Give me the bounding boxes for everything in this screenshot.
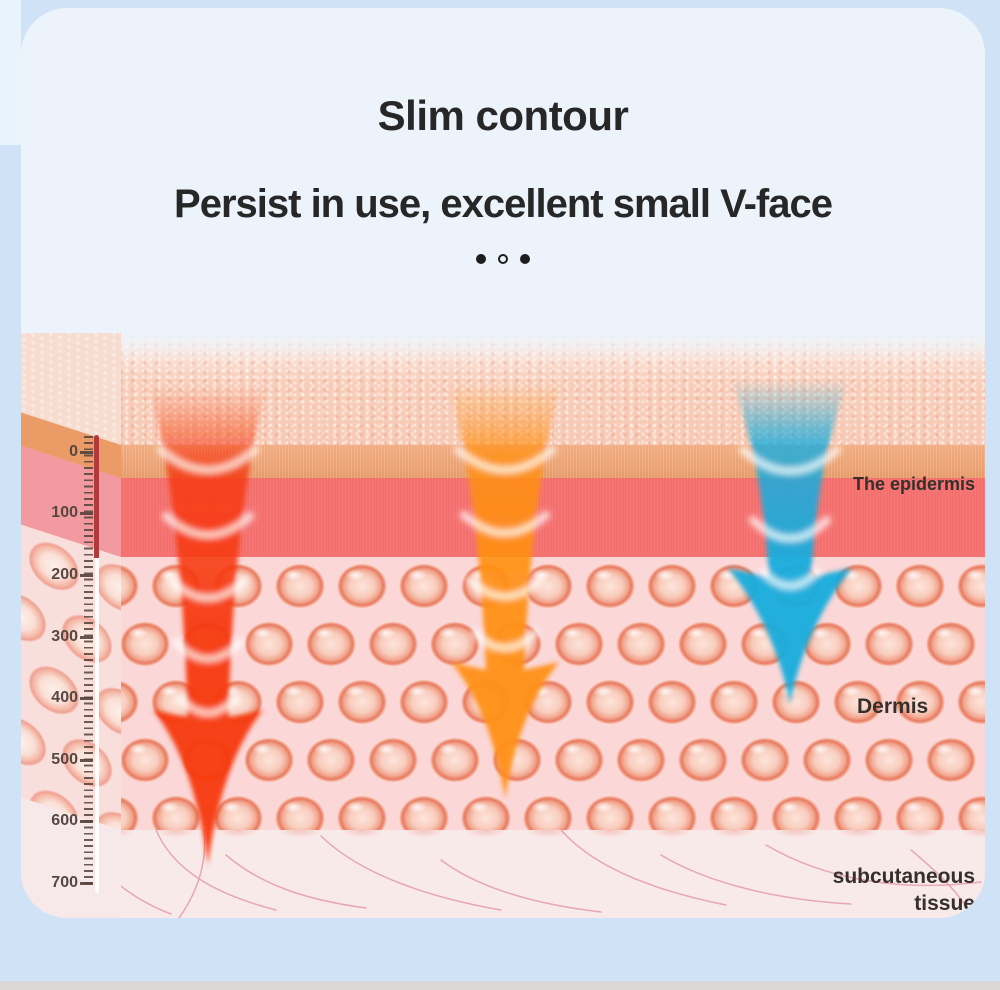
dot-filled-icon <box>476 254 486 264</box>
subcutaneous-label-line1: subcutaneous <box>832 865 975 888</box>
major-tick-mark <box>80 511 93 515</box>
subcutaneous-tissue-label: subcutaneous tissue <box>833 863 975 917</box>
major-tick-mark <box>80 635 93 639</box>
dermis-label: Dermis <box>857 695 929 718</box>
depth-tick-label: 400 <box>51 689 78 706</box>
dot-ring-icon <box>498 254 508 264</box>
depth-ruler-epidermis-marker <box>94 435 99 558</box>
major-tick-mark <box>80 881 93 885</box>
subcutaneous-layer <box>21 830 985 918</box>
depth-tick-100: 100 <box>27 504 93 522</box>
depth-ruler-line <box>94 553 99 893</box>
separator-dots <box>21 254 985 264</box>
red-beam-arrow <box>150 386 266 865</box>
orange-beam-arrow <box>450 383 560 799</box>
depth-tick-label: 700 <box>51 874 78 891</box>
depth-ruler-minor-ticks <box>84 436 93 888</box>
depth-tick-200: 200 <box>27 566 93 584</box>
depth-tick-0: 0 <box>27 443 93 461</box>
next-section-edge <box>0 981 1000 990</box>
background-top-left-patch <box>0 0 21 145</box>
major-tick-mark <box>80 758 93 762</box>
major-tick-mark <box>80 819 93 823</box>
major-tick-mark <box>80 450 93 454</box>
major-tick-mark <box>80 696 93 700</box>
depth-tick-label: 200 <box>51 566 78 583</box>
depth-tick-label: 300 <box>51 628 78 645</box>
depth-tick-label: 0 <box>69 443 78 460</box>
depth-tick-700: 700 <box>27 874 93 892</box>
depth-tick-label: 100 <box>51 504 78 521</box>
page-subtitle: Persist in use, excellent small V-face <box>174 182 833 226</box>
blue-beam-arrow <box>728 380 852 704</box>
skin-cross-section-diagram: The epidermis Dermis subcutaneous tissue <box>21 333 985 918</box>
depth-tick-600: 600 <box>27 812 93 830</box>
page-title: Slim contour <box>377 92 629 139</box>
content-card: Slim contour Persist in use, excellent s… <box>21 8 985 918</box>
depth-tick-300: 300 <box>27 628 93 646</box>
dot-filled-icon <box>520 254 530 264</box>
depth-tick-400: 400 <box>27 689 93 707</box>
epidermis-label: The epidermis <box>852 474 975 494</box>
depth-tick-label: 600 <box>51 812 78 829</box>
depth-tick-label: 500 <box>51 751 78 768</box>
subcutaneous-label-line2: tissue <box>914 892 975 915</box>
depth-tick-500: 500 <box>27 751 93 769</box>
major-tick-mark <box>80 573 93 577</box>
block-side-face <box>21 333 121 918</box>
